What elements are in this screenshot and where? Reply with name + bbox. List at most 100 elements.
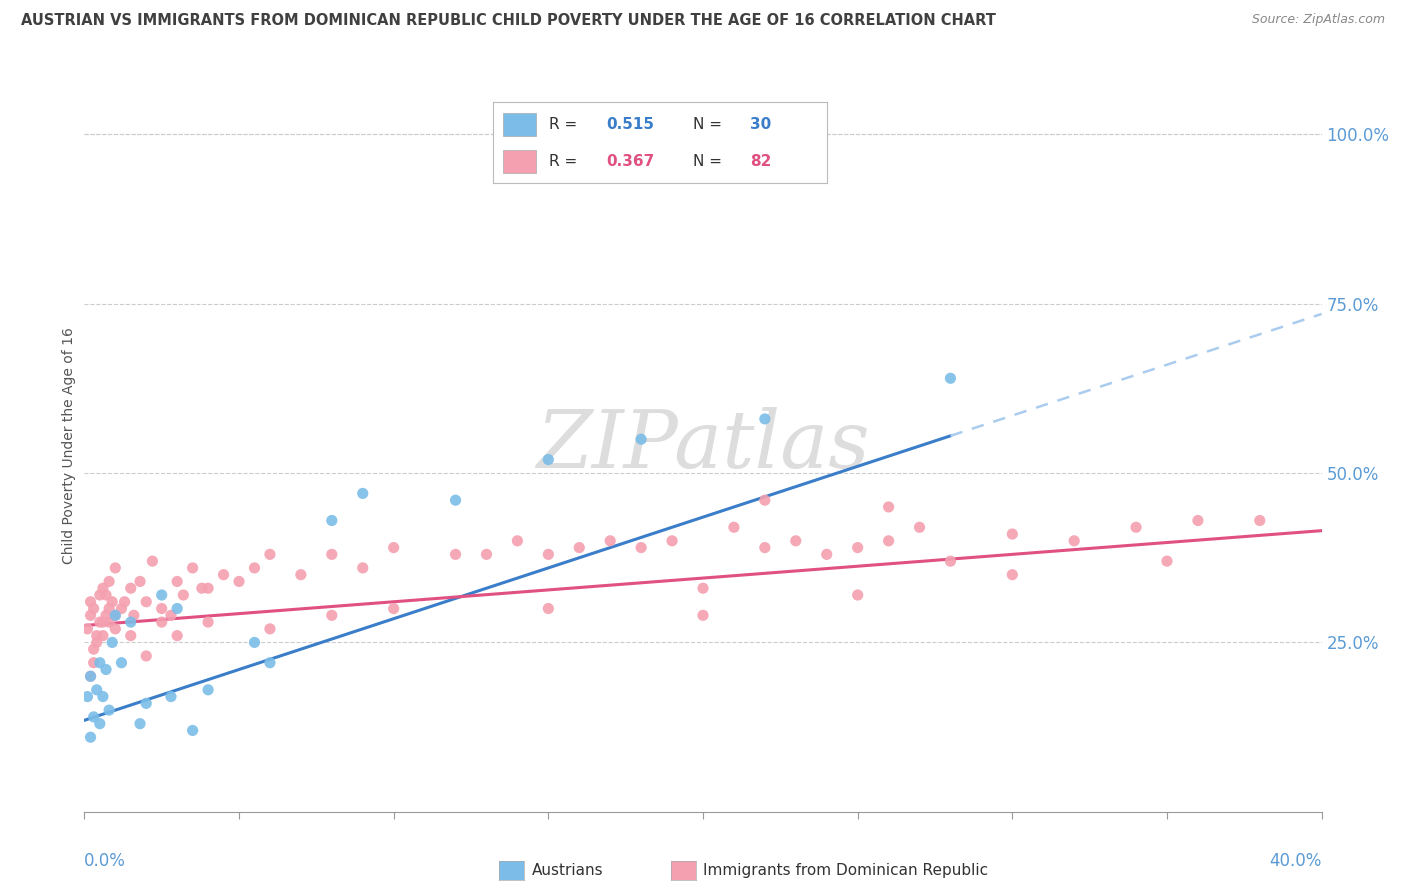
Point (630, 432, 652, 446)
Point (568, 541, 591, 555)
Point (120, 629, 142, 643)
Point (382, 541, 405, 555)
Text: 40.0%: 40.0% (1270, 852, 1322, 870)
Point (94, 608, 117, 623)
Point (259, 656, 281, 670)
Point (166, 574, 188, 589)
Point (129, 574, 152, 589)
Point (1125, 520, 1147, 534)
Point (76, 622, 98, 636)
Point (1001, 567, 1024, 582)
Point (89, 615, 111, 629)
Point (877, 500, 900, 514)
Point (352, 486, 374, 500)
Point (98, 601, 121, 615)
Point (877, 533, 900, 548)
Point (101, 595, 124, 609)
Point (197, 581, 219, 595)
Point (506, 533, 529, 548)
Point (79, 608, 101, 623)
Point (91, 581, 114, 595)
Point (83, 601, 105, 615)
Point (259, 622, 281, 636)
Point (228, 574, 250, 589)
Point (94, 588, 117, 602)
Point (382, 601, 405, 615)
Point (630, 541, 652, 555)
Point (150, 615, 173, 629)
Point (110, 601, 132, 615)
Point (846, 588, 869, 602)
Point (181, 561, 204, 575)
Point (160, 690, 183, 704)
Point (160, 608, 183, 623)
Point (846, 541, 869, 555)
Point (939, 371, 962, 385)
Point (83, 642, 105, 657)
Point (939, 554, 962, 568)
Point (754, 493, 776, 508)
Point (79, 669, 101, 683)
Point (98, 703, 121, 717)
Point (101, 635, 124, 649)
Point (83, 656, 105, 670)
Point (122, 608, 145, 623)
Point (86, 629, 108, 643)
Point (172, 588, 194, 602)
Point (1249, 514, 1271, 528)
Point (815, 547, 838, 561)
Point (197, 682, 219, 697)
Point (197, 615, 219, 629)
Point (104, 561, 127, 575)
Point (79, 669, 101, 683)
Point (150, 601, 173, 615)
Point (181, 723, 204, 738)
Point (104, 608, 127, 623)
Point (166, 629, 188, 643)
Point (537, 452, 560, 467)
Point (86, 682, 108, 697)
Point (89, 656, 111, 670)
Point (321, 514, 343, 528)
Point (537, 547, 560, 561)
Point (243, 561, 266, 575)
Text: ZIPatlas: ZIPatlas (536, 408, 870, 484)
Point (86, 635, 108, 649)
Text: 0.0%: 0.0% (84, 852, 127, 870)
Point (1187, 514, 1209, 528)
Point (79, 595, 101, 609)
Point (1001, 527, 1024, 541)
Point (104, 622, 127, 636)
Text: Austrians: Austrians (531, 863, 603, 878)
Point (754, 412, 776, 426)
Text: Source: ZipAtlas.com: Source: ZipAtlas.com (1251, 13, 1385, 27)
Point (120, 615, 142, 629)
Point (91, 690, 114, 704)
Point (692, 608, 714, 623)
Point (94, 663, 117, 677)
Point (1063, 533, 1085, 548)
Point (444, 547, 467, 561)
Point (114, 595, 136, 609)
Point (98, 615, 121, 629)
Point (599, 533, 621, 548)
Point (475, 547, 498, 561)
Point (89, 588, 111, 602)
Point (89, 716, 111, 731)
Point (692, 581, 714, 595)
Point (723, 520, 745, 534)
Point (129, 716, 152, 731)
Text: AUSTRIAN VS IMMIGRANTS FROM DOMINICAN REPUBLIC CHILD POVERTY UNDER THE AGE OF 16: AUSTRIAN VS IMMIGRANTS FROM DOMINICAN RE… (21, 13, 995, 29)
Point (91, 629, 114, 643)
Point (290, 567, 312, 582)
Point (141, 554, 163, 568)
Y-axis label: Child Poverty Under the Age of 16: Child Poverty Under the Age of 16 (62, 327, 76, 565)
Point (166, 601, 188, 615)
Point (98, 574, 121, 589)
Point (91, 615, 114, 629)
Point (212, 567, 235, 582)
Point (444, 493, 467, 508)
Point (150, 588, 173, 602)
Point (135, 648, 157, 663)
Point (79, 730, 101, 744)
